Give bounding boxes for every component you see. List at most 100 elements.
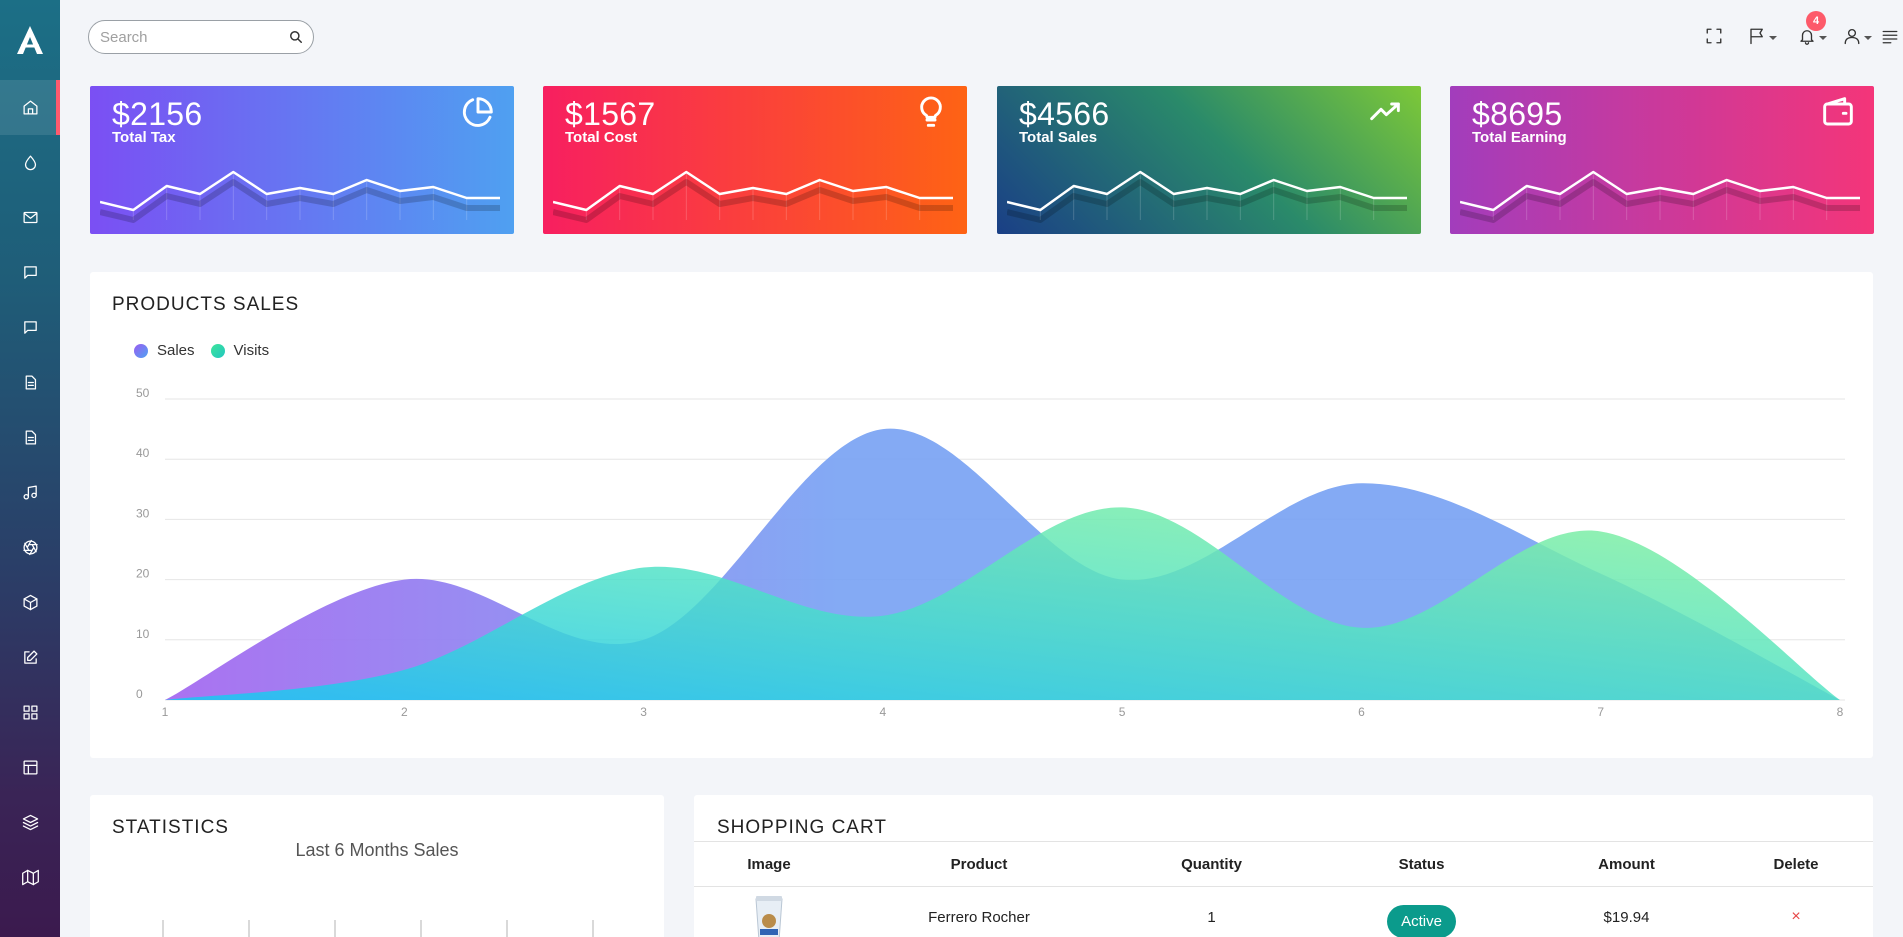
product-image (694, 887, 844, 937)
sidebar-item-ui-elements[interactable] (0, 135, 60, 190)
column-header: Image (694, 841, 844, 887)
menu-icon[interactable] (1881, 20, 1899, 52)
sidebar (0, 0, 60, 937)
panel-title: STATISTICS (112, 817, 229, 838)
document-icon (25, 375, 36, 390)
legend-item-sales[interactable]: Sales (134, 342, 195, 359)
column-header: Delete (1719, 841, 1873, 887)
shopping-cart-panel: SHOPPING CART Image Product Quantity Sta… (694, 795, 1873, 937)
x-tick-label: 2 (401, 705, 408, 719)
notification-badge: 4 (1806, 11, 1826, 31)
chevron-down-icon (1769, 36, 1777, 40)
sidebar-item-chat[interactable] (0, 245, 60, 300)
message-icon (23, 321, 37, 334)
home-icon (22, 100, 38, 115)
sidebar-item-aperture[interactable] (0, 520, 60, 575)
card-amount: $4566 (1019, 96, 1110, 132)
table-row: Ferrero Rocher 1 Active $19.94 × (694, 887, 1873, 937)
sparkline-shadow (553, 179, 953, 223)
y-tick-label: 20 (136, 567, 150, 581)
sidebar-item-messages[interactable] (0, 300, 60, 355)
sidebar-item-apps[interactable] (0, 685, 60, 740)
pie-chart-icon (462, 96, 494, 133)
sidebar-item-documents[interactable] (0, 355, 60, 410)
products-sales-panel: PRODUCTS SALES Sales Visits 0 10 20 30 40 50 (90, 272, 1873, 758)
file-text-icon (25, 430, 36, 445)
series-area-visits[interactable] (165, 507, 1840, 700)
card-label: Total Cost (565, 129, 638, 146)
x-tick-label: 6 (1358, 705, 1365, 719)
box-icon (22, 594, 38, 611)
card-label: Total Sales (1019, 129, 1098, 146)
card-amount: $8695 (1472, 96, 1563, 132)
sidebar-item-layouts[interactable] (0, 740, 60, 795)
card-label: Total Earning (1472, 129, 1567, 146)
x-tick-label: 4 (880, 705, 887, 719)
product-quantity: 1 (1207, 908, 1216, 926)
stat-card-total-tax: $2156 Total Tax (90, 86, 514, 234)
sidebar-item-layers[interactable] (0, 795, 60, 850)
grid-icon (22, 705, 38, 720)
sparkline-line (553, 170, 953, 212)
sparkline (100, 170, 500, 223)
chevron-down-icon (1819, 36, 1827, 40)
sidebar-item-music[interactable] (0, 465, 60, 520)
panel-title: PRODUCTS SALES (112, 294, 300, 315)
wallet-icon (1822, 96, 1854, 133)
notifications-menu[interactable]: 4 (1798, 11, 1827, 52)
x-tick-label: 7 (1597, 705, 1604, 719)
panel-title: SHOPPING CART (717, 817, 887, 838)
sparkline (1460, 170, 1860, 223)
column-header: Amount (1534, 841, 1719, 887)
legend-dot (210, 343, 225, 358)
sparkline-shadow (100, 179, 500, 223)
music-icon (22, 485, 37, 500)
sparkline-shadow (1007, 179, 1407, 223)
stat-card-total-sales: $4566 Total Sales (997, 86, 1421, 234)
table-header-row: Image Product Quantity Status Amount Del… (694, 841, 1873, 887)
bell-icon (1800, 30, 1814, 45)
sparkline-line (1007, 170, 1407, 212)
app-logo-a-icon[interactable] (0, 0, 60, 80)
card-amount: $2156 (112, 96, 203, 132)
legend-dot (134, 343, 148, 358)
statistics-panel: STATISTICS Last 6 Months Sales (90, 795, 664, 937)
sidebar-item-home[interactable] (0, 80, 60, 135)
legend-item-visits[interactable]: Visits (210, 342, 270, 359)
sidebar-item-packages[interactable] (0, 575, 60, 630)
x-tick-label: 3 (640, 705, 647, 719)
column-header: Product (844, 841, 1114, 887)
area-chart: 0 10 20 30 40 50 1 2 3 4 5 6 7 8 (136, 386, 1845, 719)
x-tick-label: 5 (1119, 705, 1126, 719)
card-amount: $1567 (565, 96, 656, 132)
sparkline (1007, 170, 1407, 223)
sidebar-item-mail[interactable] (0, 190, 60, 245)
panel-subtitle: Last 6 Months Sales (295, 840, 459, 860)
language-flag-menu[interactable] (1748, 20, 1777, 52)
delete-icon[interactable]: × (1791, 908, 1801, 925)
search-icon[interactable] (289, 30, 303, 49)
droplet-icon (24, 155, 36, 171)
column-header: Status (1309, 841, 1534, 887)
search-input[interactable] (100, 21, 280, 53)
fullscreen-icon[interactable] (1705, 20, 1723, 52)
sidebar-item-pages[interactable] (0, 410, 60, 465)
statistics-chart (162, 920, 594, 937)
user-menu[interactable] (1843, 20, 1872, 52)
map-icon (21, 869, 39, 886)
lightbulb-icon (915, 96, 947, 133)
stat-card-total-cost: $1567 Total Cost (543, 86, 967, 234)
product-name: Ferrero Rocher (928, 908, 1030, 926)
chevron-down-icon (1864, 36, 1872, 40)
sidebar-item-forms[interactable] (0, 630, 60, 685)
legend-label: Visits (233, 342, 270, 359)
y-tick-label: 50 (136, 386, 150, 400)
product-amount: $19.94 (1603, 908, 1650, 926)
sparkline-line (1460, 170, 1860, 212)
sidebar-item-maps[interactable] (0, 850, 60, 905)
user-icon (1844, 28, 1860, 45)
x-tick-label: 1 (162, 705, 169, 719)
layout-icon (22, 760, 38, 775)
sparkline-shadow (1460, 179, 1860, 223)
legend-label: Sales (157, 342, 195, 359)
